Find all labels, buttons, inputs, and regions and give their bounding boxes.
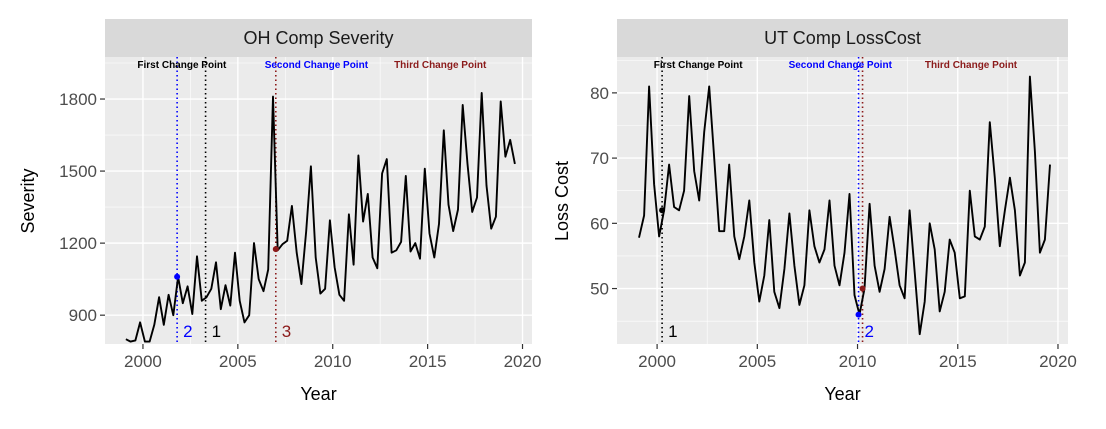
plot-background [617, 57, 1068, 344]
x-tick-label: 2015 [409, 352, 447, 371]
change-point-label: First Change Point [137, 60, 227, 71]
x-tick-label: 2020 [1039, 352, 1077, 371]
change-point-label: Second Change Point [265, 60, 369, 71]
y-tick-label: 60 [590, 214, 609, 233]
change-point-number: 3 [282, 322, 291, 341]
y-axis-title: Loss Cost [552, 161, 572, 241]
x-tick-label: 2020 [504, 352, 542, 371]
change-point-marker [174, 274, 180, 280]
panel-1: OH Comp Severity 1 2 3 First Change Point Sec… [18, 19, 541, 404]
y-tick-label: 70 [590, 149, 609, 168]
x-axis-title: Year [824, 384, 860, 404]
x-tick-label: 2015 [939, 352, 977, 371]
change-point-label: Third Change Point [925, 60, 1018, 71]
y-axis-title: Severity [18, 168, 38, 233]
change-point-number: 1 [668, 322, 677, 341]
x-tick-label: 2010 [839, 352, 877, 371]
chart-title: OH Comp Severity [243, 28, 393, 48]
chart-title: UT Comp LossCost [764, 28, 921, 48]
panel-2: UT Comp LossCost 1 2 First Change Point Seco… [552, 19, 1077, 404]
change-point-label: Second Change Point [789, 60, 893, 71]
y-tick-label: 1800 [59, 90, 97, 109]
change-point-number: 1 [212, 322, 221, 341]
y-tick-label: 900 [69, 306, 97, 325]
change-point-number: 2 [865, 322, 874, 341]
x-tick-label: 2005 [738, 352, 776, 371]
y-tick-label: 1500 [59, 162, 97, 181]
change-point-marker [856, 312, 862, 318]
change-point-label: Third Change Point [394, 60, 487, 71]
change-point-marker [273, 246, 279, 252]
y-tick-label: 50 [590, 280, 609, 299]
x-axis-title: Year [300, 384, 336, 404]
change-point-marker [860, 286, 866, 292]
x-tick-label: 2005 [219, 352, 257, 371]
x-tick-label: 2000 [638, 352, 676, 371]
x-tick-label: 2000 [124, 352, 162, 371]
x-tick-label: 2010 [314, 352, 352, 371]
change-point-number: 2 [183, 322, 192, 341]
y-tick-label: 1200 [59, 234, 97, 253]
change-point-marker [659, 207, 665, 213]
change-point-label: First Change Point [654, 60, 744, 71]
y-tick-label: 80 [590, 84, 609, 103]
